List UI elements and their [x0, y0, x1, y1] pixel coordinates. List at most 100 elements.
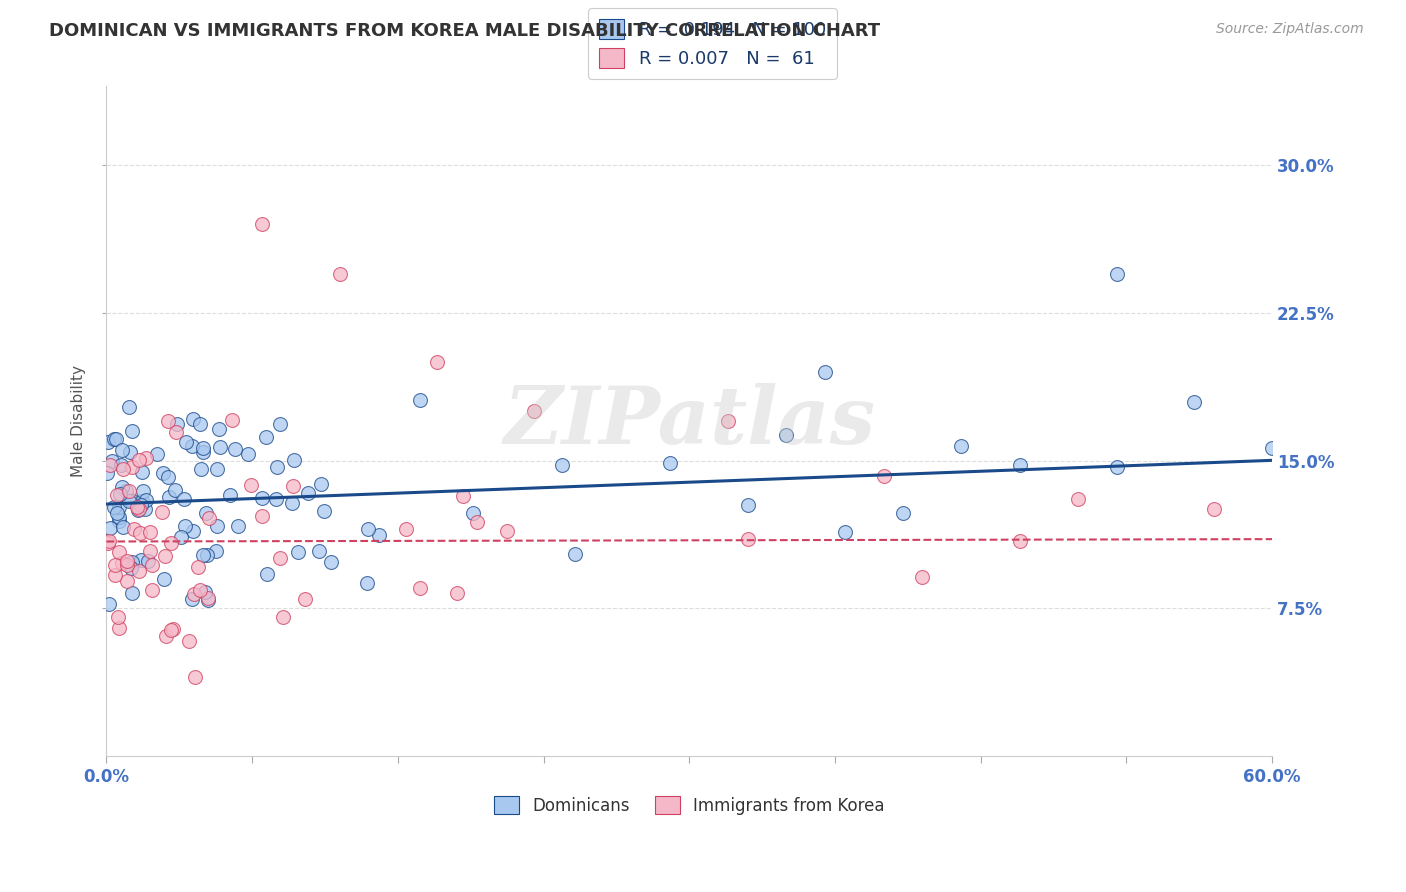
Immigrants from Korea — [872, 468, 894, 483]
Immigrants from Korea — [115, 574, 138, 588]
Immigrants from Korea — [190, 583, 212, 598]
Dominicans — [228, 519, 250, 533]
Text: Source: ZipAtlas.com: Source: ZipAtlas.com — [1216, 22, 1364, 37]
Dominicans — [173, 492, 195, 507]
Dominicans — [132, 484, 155, 499]
Immigrants from Korea — [1202, 501, 1225, 516]
Dominicans — [190, 462, 212, 476]
Immigrants from Korea — [108, 545, 131, 559]
Dominicans — [129, 553, 152, 567]
Immigrants from Korea — [250, 217, 273, 231]
Dominicans — [111, 442, 134, 457]
Dominicans — [191, 445, 214, 459]
Dominicans — [174, 519, 197, 533]
Dominicans — [297, 486, 319, 500]
Dominicans — [100, 454, 122, 468]
Immigrants from Korea — [197, 591, 219, 605]
Immigrants from Korea — [128, 502, 150, 516]
Dominicans — [737, 498, 759, 512]
Immigrants from Korea — [271, 610, 294, 624]
Immigrants from Korea — [294, 592, 316, 607]
Dominicans — [281, 496, 304, 510]
Dominicans — [157, 470, 180, 484]
Dominicans — [950, 439, 973, 453]
Dominicans — [408, 392, 430, 407]
Dominicans — [127, 500, 149, 514]
Dominicans — [191, 441, 214, 455]
Immigrants from Korea — [283, 479, 305, 493]
Immigrants from Korea — [115, 558, 138, 573]
Dominicans — [180, 439, 202, 453]
Dominicans — [129, 499, 152, 513]
Dominicans — [191, 548, 214, 562]
Immigrants from Korea — [250, 509, 273, 524]
Dominicans — [193, 584, 215, 599]
Dominicans — [127, 503, 149, 517]
Text: DOMINICAN VS IMMIGRANTS FROM KOREA MALE DISABILITY CORRELATION CHART: DOMINICAN VS IMMIGRANTS FROM KOREA MALE … — [49, 22, 880, 40]
Immigrants from Korea — [465, 515, 488, 529]
Dominicans — [551, 458, 574, 473]
Immigrants from Korea — [155, 629, 177, 643]
Immigrants from Korea — [183, 587, 205, 601]
Dominicans — [287, 545, 309, 559]
Immigrants from Korea — [159, 536, 181, 550]
Dominicans — [121, 555, 143, 569]
Dominicans — [103, 432, 125, 446]
Dominicans — [463, 506, 485, 520]
Dominicans — [208, 440, 231, 454]
Immigrants from Korea — [112, 462, 135, 476]
Immigrants from Korea — [269, 551, 291, 566]
Dominicans — [108, 487, 131, 501]
Immigrants from Korea — [150, 505, 173, 519]
Immigrants from Korea — [451, 489, 474, 503]
Immigrants from Korea — [162, 623, 184, 637]
Dominicans — [134, 501, 156, 516]
Dominicans — [157, 490, 180, 504]
Dominicans — [181, 411, 204, 425]
Dominicans — [111, 480, 134, 494]
Immigrants from Korea — [177, 634, 200, 648]
Dominicans — [146, 447, 169, 461]
Immigrants from Korea — [104, 558, 127, 572]
Dominicans — [174, 434, 197, 449]
Dominicans — [120, 561, 142, 575]
Dominicans — [96, 466, 118, 480]
Immigrants from Korea — [115, 554, 138, 568]
Legend: Dominicans, Immigrants from Korea: Dominicans, Immigrants from Korea — [488, 789, 891, 822]
Immigrants from Korea — [159, 623, 181, 637]
Immigrants from Korea — [124, 522, 146, 536]
Dominicans — [357, 522, 380, 536]
Dominicans — [181, 524, 204, 538]
Immigrants from Korea — [239, 477, 262, 491]
Dominicans — [131, 466, 153, 480]
Dominicans — [218, 488, 240, 502]
Dominicans — [110, 458, 132, 473]
Immigrants from Korea — [911, 570, 934, 584]
Dominicans — [108, 500, 131, 514]
Dominicans — [98, 521, 121, 535]
Dominicans — [205, 461, 228, 475]
Dominicans — [180, 591, 202, 606]
Immigrants from Korea — [104, 568, 127, 582]
Dominicans — [188, 417, 211, 432]
Immigrants from Korea — [187, 560, 209, 574]
Immigrants from Korea — [737, 533, 759, 547]
Immigrants from Korea — [156, 414, 179, 428]
Immigrants from Korea — [105, 487, 128, 501]
Immigrants from Korea — [135, 450, 157, 465]
Dominicans — [891, 506, 914, 520]
Dominicans — [564, 547, 586, 561]
Dominicans — [205, 519, 228, 533]
Dominicans — [658, 456, 681, 470]
Dominicans — [256, 430, 278, 444]
Dominicans — [195, 549, 218, 563]
Dominicans — [256, 566, 278, 581]
Dominicans — [166, 417, 188, 432]
Y-axis label: Male Disability: Male Disability — [72, 366, 86, 477]
Immigrants from Korea — [153, 549, 176, 563]
Immigrants from Korea — [1067, 491, 1090, 506]
Immigrants from Korea — [98, 458, 121, 473]
Dominicans — [108, 510, 131, 524]
Dominicans — [356, 575, 378, 590]
Dominicans — [834, 524, 856, 539]
